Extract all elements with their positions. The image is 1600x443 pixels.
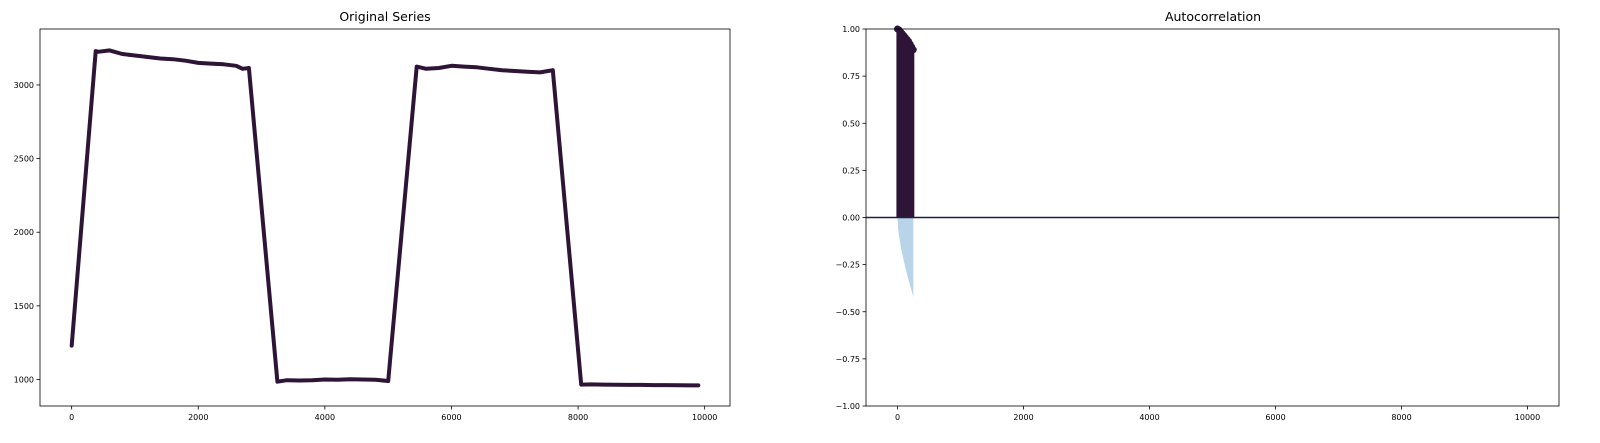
x-tick-label: 0 <box>895 413 900 422</box>
y-tick-label: −0.75 <box>835 355 860 364</box>
axes-frame <box>39 28 731 407</box>
acf-bar <box>909 44 912 218</box>
y-tick-label: −0.50 <box>835 308 860 317</box>
plot-area <box>866 25 1559 297</box>
acf-bar <box>907 41 910 218</box>
confidence-band <box>897 217 914 297</box>
y-tick-label: −1.00 <box>835 402 860 411</box>
y-axis: −1.00 −0.75 −0.50 −0.25 0.00 0.25 0.50 0.75 1.00 <box>835 25 866 411</box>
y-tick-label: 0.25 <box>842 166 860 175</box>
acf-bar <box>899 31 902 218</box>
y-tick-label: 2500 <box>14 155 34 164</box>
acf-bar <box>910 46 913 218</box>
acf-marker <box>909 46 917 54</box>
y-tick-label: −0.25 <box>835 261 860 270</box>
x-tick-label: 6000 <box>1265 413 1285 422</box>
acf-bar <box>912 49 915 218</box>
y-tick-label: 0.75 <box>842 72 860 81</box>
y-tick-label: 1000 <box>14 375 34 384</box>
axes-frame <box>865 28 1560 407</box>
x-tick-label: 10000 <box>692 413 717 422</box>
y-tick-label: 3000 <box>14 81 34 90</box>
x-tick-label: 8000 <box>1391 413 1411 422</box>
acf-bar <box>897 29 901 218</box>
y-axis: 1000 1500 2000 2500 3000 <box>14 81 40 384</box>
y-tick-label: 2000 <box>14 228 34 237</box>
x-tick-label: 4000 <box>315 413 335 422</box>
x-tick-label: 4000 <box>1139 413 1159 422</box>
x-tick-label: 8000 <box>568 413 588 422</box>
x-axis: 0 2000 4000 6000 8000 10000 <box>69 406 717 422</box>
x-tick-label: 2000 <box>1013 413 1033 422</box>
x-tick-label: 0 <box>69 413 74 422</box>
original-series-chart: Original Series 0 2000 4000 6000 8000 10000 1… <box>14 9 731 422</box>
x-axis: 0 2000 4000 6000 8000 10000 <box>895 406 1540 422</box>
chart-title: Original Series <box>339 9 430 24</box>
autocorrelation-chart: Autocorrelation 0 2000 4000 6000 8000 10000 −… <box>835 9 1560 422</box>
acf-bar <box>904 37 907 218</box>
acf-bar <box>905 39 909 218</box>
acf-bar <box>901 33 904 218</box>
y-tick-label: 0.00 <box>842 214 860 223</box>
x-tick-label: 10000 <box>1515 413 1540 422</box>
y-tick-label: 1.00 <box>842 25 860 34</box>
x-tick-label: 2000 <box>188 413 208 422</box>
y-tick-label: 0.50 <box>842 119 860 128</box>
y-tick-label: 1500 <box>14 302 34 311</box>
chart-title: Autocorrelation <box>1165 9 1261 24</box>
plot-area <box>69 48 701 388</box>
acf-bar <box>902 35 905 218</box>
x-tick-label: 6000 <box>441 413 461 422</box>
acf-bar <box>896 29 899 218</box>
series-line <box>69 48 701 388</box>
